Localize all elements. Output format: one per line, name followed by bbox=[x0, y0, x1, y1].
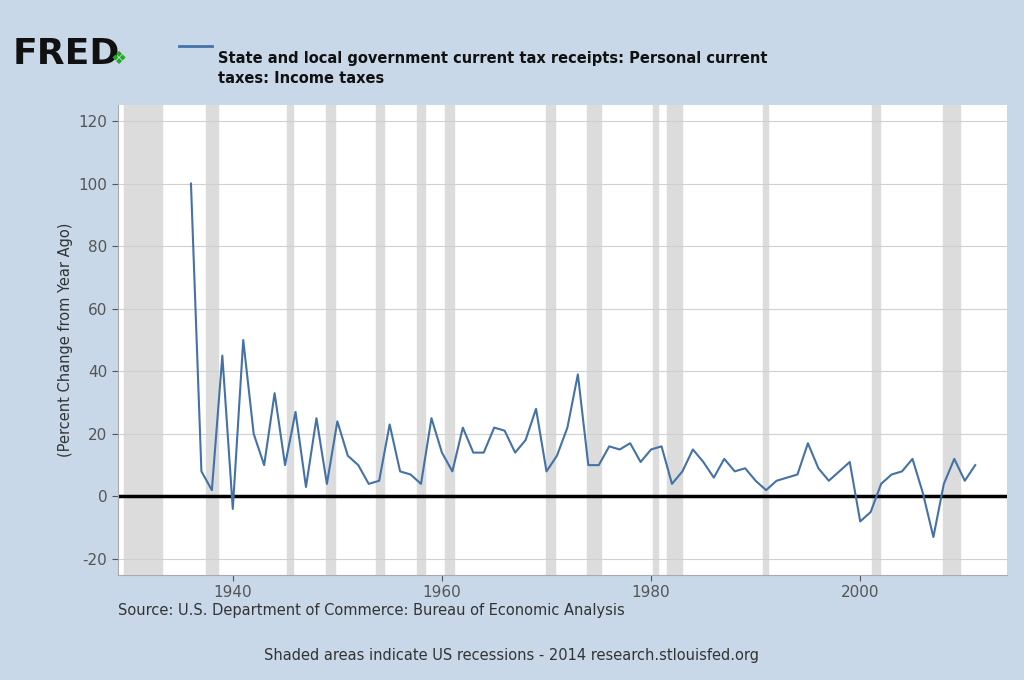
Bar bbox=[444, 105, 455, 575]
Bar bbox=[376, 105, 384, 575]
Bar bbox=[653, 105, 658, 575]
Bar bbox=[287, 105, 293, 575]
Y-axis label: (Percent Change from Year Ago): (Percent Change from Year Ago) bbox=[58, 223, 73, 457]
Bar bbox=[546, 105, 555, 575]
Bar bbox=[667, 105, 682, 575]
Bar bbox=[763, 105, 768, 575]
Bar bbox=[588, 105, 600, 575]
Text: ❖: ❖ bbox=[111, 50, 127, 68]
Bar bbox=[943, 105, 959, 575]
Bar bbox=[206, 105, 218, 575]
Bar bbox=[872, 105, 881, 575]
Text: Shaded areas indicate US recessions - 2014 research.stlouisfed.org: Shaded areas indicate US recessions - 20… bbox=[264, 647, 760, 662]
Bar bbox=[124, 105, 162, 575]
Text: Source: U.S. Department of Commerce: Bureau of Economic Analysis: Source: U.S. Department of Commerce: Bur… bbox=[118, 603, 625, 618]
Text: State and local government current tax receipts: Personal current
taxes: Income : State and local government current tax r… bbox=[218, 51, 768, 86]
Bar bbox=[417, 105, 425, 575]
Text: FRED: FRED bbox=[12, 37, 120, 71]
Bar bbox=[326, 105, 335, 575]
